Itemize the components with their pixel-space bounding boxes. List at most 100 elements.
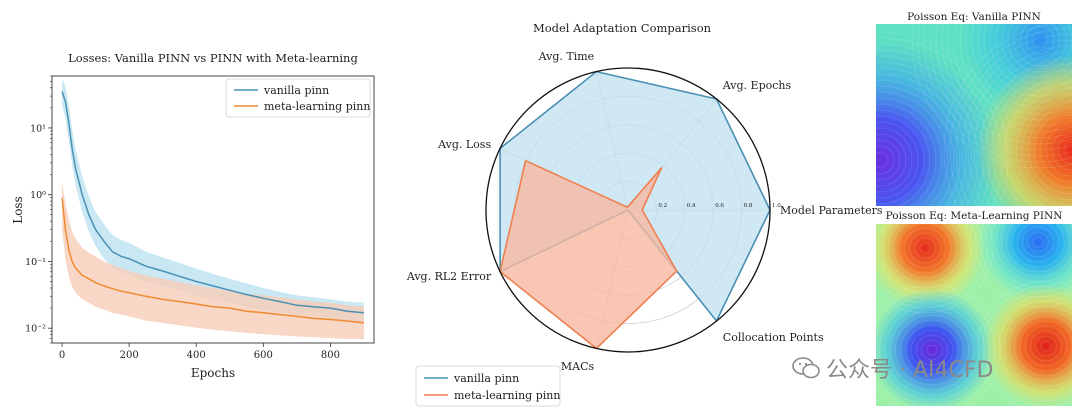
heatmap-contour-line bbox=[1014, 315, 1072, 377]
heatmap-contour-line bbox=[1051, 129, 1072, 171]
radar-axis-label: Avg. Time bbox=[538, 50, 595, 63]
heatmap-contour-line bbox=[1021, 99, 1072, 201]
heatmap-contour-line bbox=[926, 344, 938, 356]
heatmap-contour-line bbox=[1029, 330, 1063, 362]
heatmap-contour-line bbox=[876, 133, 907, 187]
loss-x-tick-label: 600 bbox=[254, 350, 273, 361]
heatmap-contour-line bbox=[876, 31, 1009, 206]
heatmap-contour-line bbox=[982, 285, 1072, 406]
radar-legend-label-meta: meta-learning pinn bbox=[454, 389, 560, 402]
loss-line-0 bbox=[61, 91, 364, 314]
heatmap-contour-line bbox=[911, 24, 1072, 169]
heatmap-contour-line bbox=[879, 299, 985, 401]
heatmap-contour-line bbox=[876, 289, 996, 406]
heatmap-contour-line bbox=[935, 24, 1072, 145]
heatmap-contour-line bbox=[876, 49, 991, 206]
radar-chart: Model Adaptation Comparison 0.2 0.4 0.6 0.8… bbox=[406, 21, 883, 407]
heatmap-contour-line bbox=[876, 79, 961, 206]
heatmap-contour-line bbox=[1035, 335, 1057, 357]
loss-legend-box bbox=[225, 78, 371, 118]
heatmap-contour-line bbox=[876, 115, 925, 205]
loss-legend-label-meta: meta-learning pinn bbox=[264, 100, 370, 113]
heatmap-contour-line bbox=[974, 224, 1072, 303]
heatmap-contour-line bbox=[1057, 135, 1072, 165]
heatmap-contour-line bbox=[876, 145, 895, 175]
heatmap-contour-line bbox=[905, 324, 959, 376]
heatmap-contour-line bbox=[876, 73, 967, 206]
loss-x-tick-label: 0 bbox=[59, 350, 65, 361]
heatmap-contour-line bbox=[900, 319, 964, 381]
heatmap-contour-line bbox=[955, 33, 1072, 206]
heatmap-contour-line bbox=[1011, 224, 1065, 268]
heatmap-contour-line bbox=[903, 227, 947, 269]
heatmap-contour-line bbox=[876, 151, 889, 169]
heatmap-contour-line bbox=[876, 224, 978, 299]
heatmap-contour-line bbox=[876, 121, 919, 199]
heatmap-contour-line bbox=[961, 39, 1072, 206]
radar-polygons bbox=[499, 70, 771, 350]
heatmap-contour-line bbox=[1009, 87, 1072, 206]
loss-y-tick-label: 10¹ bbox=[30, 123, 46, 134]
heatmap-contour-line bbox=[1027, 105, 1072, 195]
loss-chart-title: Losses: Vanilla PINN vs PINN with Meta-l… bbox=[68, 51, 358, 65]
loss-x-tick-label: 200 bbox=[120, 350, 139, 361]
heatmap-contour-line bbox=[1063, 141, 1072, 159]
loss-x-tick-label: 800 bbox=[321, 350, 340, 361]
heatmap-contour-line bbox=[893, 224, 957, 279]
heatmap-contour-line bbox=[965, 24, 1072, 115]
heatmap-contour-line bbox=[985, 224, 1072, 293]
heatmap-contour-line bbox=[995, 24, 1072, 85]
heatmap-contour-line bbox=[919, 242, 931, 254]
heatmap-contour-line bbox=[1032, 236, 1044, 248]
heatmap-contour-line bbox=[1039, 117, 1072, 183]
heatmap-vanilla-title: Poisson Eq: Vanilla PINN bbox=[907, 11, 1041, 23]
radar-polygon-0 bbox=[499, 70, 771, 322]
loss-line-1 bbox=[61, 197, 364, 324]
heatmap-contour-line bbox=[898, 224, 952, 274]
heatmap-contour-line bbox=[929, 24, 1072, 151]
heatmap-contour-line bbox=[1024, 325, 1068, 367]
heatmap-contour-line bbox=[1015, 93, 1072, 206]
heatmap-contour-line bbox=[889, 309, 975, 391]
loss-y-tick-label: 10⁰ bbox=[30, 190, 46, 201]
heatmap-contour-line bbox=[995, 224, 1072, 283]
radar-r-tick-label: 0.2 bbox=[658, 203, 667, 209]
heatmap-contour-line bbox=[1025, 25, 1055, 55]
radar-r-tick-label: 0.8 bbox=[744, 203, 753, 209]
radar-axis-label: Avg. RL2 Error bbox=[406, 270, 492, 283]
heatmap-contour-line bbox=[1003, 81, 1072, 206]
loss-y-axis-label: Loss bbox=[11, 196, 25, 224]
heatmap-contour-line bbox=[1040, 340, 1052, 352]
heatmap-contour-line bbox=[877, 224, 973, 294]
heatmap-contour-line bbox=[1008, 310, 1072, 382]
heatmap-contour-line bbox=[887, 224, 963, 284]
heatmap-contour-line bbox=[953, 24, 1072, 127]
heatmap-contour-line bbox=[915, 334, 949, 366]
heatmap-contour-line bbox=[876, 127, 913, 193]
heatmap-contour-line bbox=[876, 97, 943, 206]
heatmap-contour-line bbox=[977, 280, 1072, 406]
loss-y-tick-label: 10⁻¹ bbox=[25, 257, 46, 268]
heatmap-contour-line bbox=[1000, 224, 1072, 278]
loss-x-tick-label: 400 bbox=[187, 350, 206, 361]
radar-polygon-1 bbox=[499, 159, 678, 350]
heatmap-contour-line bbox=[985, 63, 1072, 206]
heatmap-contour-line bbox=[894, 314, 970, 386]
heatmap-contour-line bbox=[921, 339, 943, 361]
heatmap-meta-title: Poisson Eq: Meta-Learning PINN bbox=[886, 210, 1063, 222]
heatmap-contour-line bbox=[959, 24, 1072, 121]
heatmap-contour-line bbox=[977, 24, 1072, 103]
heatmap-contour-line bbox=[1033, 111, 1072, 189]
wechat-icon bbox=[792, 357, 820, 379]
heatmap-contour-line bbox=[882, 224, 968, 289]
loss-x-axis-label: Epochs bbox=[191, 366, 235, 380]
loss-x-ticks: 0 200 400 600 800 bbox=[59, 343, 340, 361]
heatmap-contour-line bbox=[993, 295, 1072, 397]
loss-band-1 bbox=[62, 182, 364, 340]
radar-r-tick-label: 1.0 bbox=[772, 203, 781, 209]
heatmap-contour-line bbox=[908, 232, 942, 264]
heatmap-contour-line bbox=[941, 24, 1072, 139]
heatmap-contour-line bbox=[1006, 224, 1070, 273]
heatmap-contour-line bbox=[1016, 224, 1060, 263]
